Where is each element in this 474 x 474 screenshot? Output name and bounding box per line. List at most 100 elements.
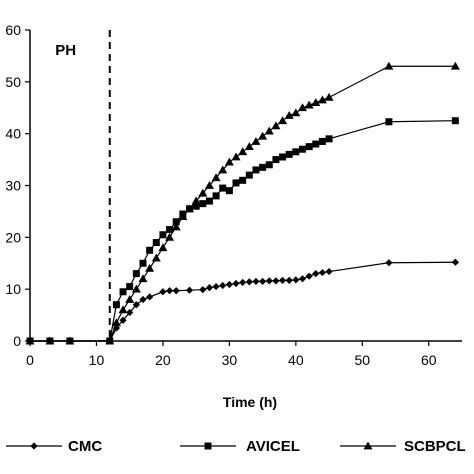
- data-point-scbpcl: [291, 108, 301, 117]
- y-tick-label: 20: [5, 229, 21, 245]
- data-point-scbpcl: [384, 61, 394, 70]
- data-point-scbpcl: [125, 295, 135, 303]
- data-point-scbpcl: [25, 336, 35, 345]
- axes: [29, 30, 462, 342]
- data-point-scbpcl: [311, 98, 321, 106]
- data-point-avicel: [172, 218, 180, 226]
- legend: CMC AVICEL SCBPCL: [6, 438, 466, 455]
- y-tick-label: 30: [5, 178, 21, 194]
- data-point-avicel: [232, 179, 240, 187]
- data-point-cmc: [185, 286, 194, 294]
- data-point-scbpcl: [324, 92, 334, 101]
- series-cmc: [26, 258, 459, 345]
- data-point-scbpcl: [224, 157, 234, 166]
- data-point-cmc: [298, 275, 307, 283]
- data-point-cmc: [245, 278, 253, 286]
- data-point-scbpcl: [105, 336, 115, 345]
- data-point-avicel: [119, 288, 127, 296]
- data-point-cmc: [132, 301, 140, 309]
- legend-label: SCBPCL: [404, 438, 466, 455]
- data-point-scbpcl: [198, 188, 208, 197]
- x-tick-label: 50: [355, 352, 371, 368]
- data-point-avicel: [219, 184, 227, 192]
- x-tick-label: 10: [89, 352, 105, 368]
- data-point-avicel: [385, 118, 393, 126]
- data-point-scbpcl: [264, 126, 274, 135]
- data-point-scbpcl: [271, 121, 281, 130]
- data-point-scbpcl: [151, 253, 161, 262]
- legend-marker-triangle: [363, 441, 373, 450]
- legend-label: CMC: [68, 438, 102, 455]
- annotation-ph: PH: [55, 42, 76, 59]
- x-tick-label: 40: [288, 352, 304, 368]
- data-point-cmc: [199, 286, 207, 294]
- x-tick-label: 60: [421, 352, 437, 368]
- data-point-scbpcl: [171, 222, 181, 231]
- data-point-scbpcl: [238, 147, 248, 156]
- legend-item-cmc: CMC: [6, 438, 102, 455]
- data-point-avicel: [272, 156, 280, 164]
- tick-labels: 0 10 20 30 40 50 60 0 10 20 30 40 50 60: [5, 22, 436, 368]
- data-point-avicel: [132, 270, 140, 278]
- data-point-avicel: [292, 148, 300, 156]
- data-point-avicel: [305, 143, 313, 151]
- data-point-avicel: [199, 200, 207, 208]
- data-point-scbpcl: [297, 103, 307, 112]
- data-point-avicel: [312, 140, 320, 148]
- data-point-cmc: [451, 258, 459, 266]
- legend-marker-diamond: [30, 442, 38, 450]
- series-line-cmc: [30, 261, 456, 342]
- data-point-scbpcl: [218, 165, 228, 174]
- data-point-scbpcl: [278, 116, 288, 125]
- data-point-cmc: [165, 287, 174, 295]
- legend-label: AVICEL: [246, 438, 300, 455]
- x-tick-label: 0: [26, 352, 34, 368]
- data-point-cmc: [239, 278, 247, 287]
- data-point-avicel: [112, 301, 120, 309]
- data-point-scbpcl: [185, 204, 195, 213]
- data-point-scbpcl: [258, 131, 268, 140]
- y-tick-label: 0: [13, 333, 21, 349]
- data-point-avicel: [159, 231, 167, 239]
- data-point-cmc: [278, 276, 287, 284]
- data-point-cmc: [265, 277, 273, 285]
- data-point-scbpcl: [211, 173, 221, 182]
- data-point-scbpcl: [138, 274, 148, 283]
- y-tick-label: 60: [5, 22, 21, 38]
- data-point-cmc: [126, 308, 134, 317]
- data-point-scbpcl: [244, 142, 254, 150]
- data-point-cmc: [292, 276, 300, 284]
- data-point-cmc: [212, 282, 220, 291]
- data-point-scbpcl: [111, 318, 121, 327]
- data-point-scbpcl: [118, 305, 128, 314]
- data-point-scbpcl: [284, 111, 294, 119]
- data-point-avicel: [252, 166, 260, 174]
- data-point-avicel: [146, 246, 154, 254]
- data-point-cmc: [318, 268, 327, 277]
- data-point-cmc: [225, 280, 233, 289]
- x-tick-label: 20: [155, 352, 171, 368]
- data-point-scbpcl: [450, 61, 460, 70]
- data-point-scbpcl: [65, 336, 75, 345]
- data-point-cmc: [146, 293, 154, 301]
- data-point-avicel: [139, 259, 147, 267]
- x-tick-label: 30: [222, 352, 238, 368]
- data-point-avicel: [245, 171, 253, 179]
- data-point-avicel: [265, 161, 273, 169]
- series-scbpcl: [25, 61, 460, 345]
- data-point-scbpcl: [145, 263, 155, 272]
- data-point-scbpcl: [178, 212, 188, 220]
- data-point-scbpcl: [191, 196, 201, 205]
- data-point-scbpcl: [251, 136, 261, 145]
- data-point-scbpcl: [45, 336, 55, 345]
- data-point-cmc: [259, 277, 267, 285]
- data-point-cmc: [252, 277, 260, 285]
- data-point-cmc: [172, 287, 180, 295]
- data-point-cmc: [272, 277, 280, 285]
- data-point-cmc: [312, 270, 320, 278]
- data-point-scbpcl: [304, 100, 314, 109]
- x-axis-title: Time (h): [223, 394, 277, 410]
- data-point-avicel: [239, 176, 247, 184]
- data-point-avicel: [325, 135, 333, 143]
- data-point-cmc: [385, 259, 393, 267]
